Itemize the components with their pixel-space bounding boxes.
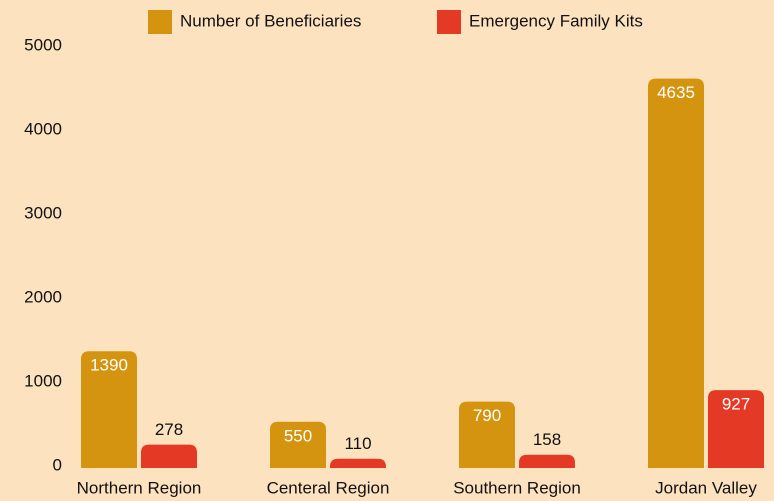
x-tick-label: Northern Region <box>77 478 202 497</box>
x-tick-label: Centeral Region <box>267 478 390 497</box>
data-label: 158 <box>533 430 561 449</box>
bar <box>270 421 326 468</box>
y-tick-label: 2000 <box>24 287 62 306</box>
y-tick-label: 4000 <box>24 119 62 138</box>
y-tick-label: 1000 <box>24 371 62 390</box>
x-tick-label: Southern Region <box>453 478 581 497</box>
data-label: 790 <box>473 406 501 425</box>
data-label: 550 <box>284 426 312 445</box>
data-label: 110 <box>344 434 371 453</box>
bar <box>459 401 515 468</box>
data-label: 1390 <box>90 356 128 375</box>
bar <box>648 78 704 468</box>
x-tick-label: Jordan Valley <box>655 478 757 497</box>
bar <box>708 390 764 468</box>
legend-label: Emergency Family Kits <box>469 11 643 30</box>
data-label: 4635 <box>657 83 695 102</box>
bar <box>81 351 137 468</box>
bar <box>141 444 197 468</box>
bar <box>330 458 386 468</box>
y-tick-label: 3000 <box>24 203 62 222</box>
y-tick-label: 0 <box>53 455 62 474</box>
data-label: 278 <box>155 420 183 439</box>
y-tick-label: 5000 <box>24 35 62 54</box>
legend-label: Number of Beneficiaries <box>180 11 361 30</box>
bar <box>519 454 575 468</box>
data-label: 927 <box>722 395 750 414</box>
legend-swatch <box>148 10 172 34</box>
legend-swatch <box>437 10 461 34</box>
